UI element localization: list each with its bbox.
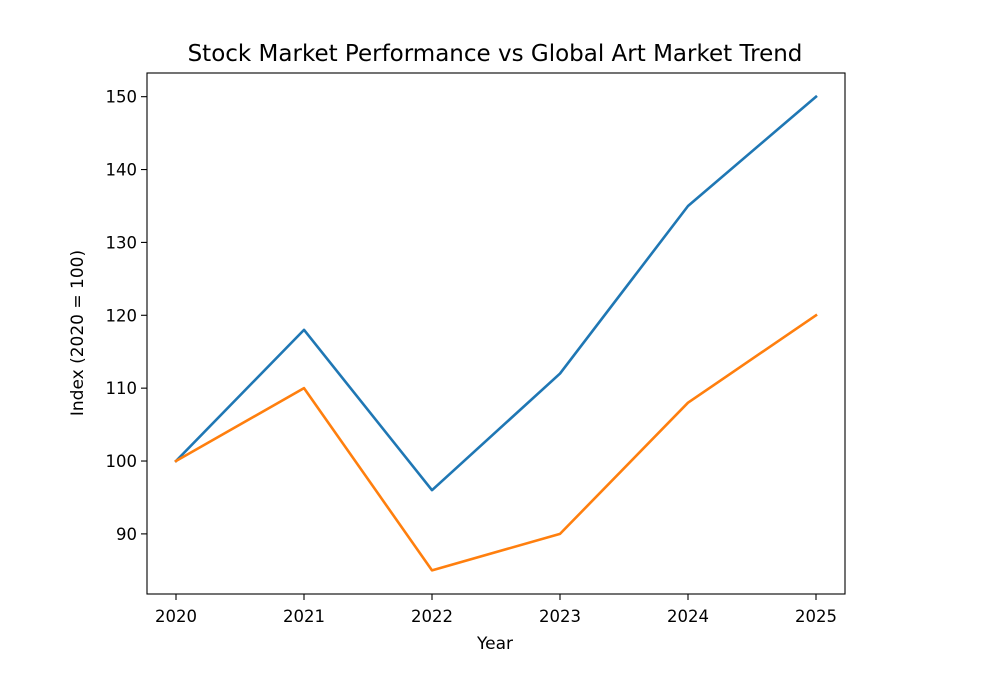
y-tick-label: 100 xyxy=(106,452,138,471)
y-axis: 90 100 110 120 130 140 150 xyxy=(106,88,147,544)
chart-title: Stock Market Performance vs Global Art M… xyxy=(188,41,803,67)
x-tick-label: 2025 xyxy=(795,607,837,626)
x-tick-label: 2021 xyxy=(283,607,325,626)
x-axis: 2020 2021 2022 2023 2024 2025 xyxy=(155,594,837,626)
x-tick-label: 2022 xyxy=(411,607,453,626)
y-tick-label: 130 xyxy=(106,233,138,252)
plot-frame xyxy=(146,72,846,595)
x-tick-label: 2020 xyxy=(155,607,197,626)
series-line-1 xyxy=(174,94,818,492)
x-axis-label: Year xyxy=(476,634,513,654)
x-tick-label: 2023 xyxy=(539,607,581,626)
y-tick-label: 110 xyxy=(106,379,138,398)
y-tick-label: 90 xyxy=(116,525,137,544)
series-line-2 xyxy=(174,313,818,572)
series-layer xyxy=(174,94,818,572)
y-tick-label: 150 xyxy=(106,88,138,107)
y-tick-label: 120 xyxy=(106,306,138,325)
x-tick-label: 2024 xyxy=(667,607,709,626)
y-axis-label: Index (2020 = 100) xyxy=(68,250,88,416)
y-tick-label: 140 xyxy=(106,161,138,180)
